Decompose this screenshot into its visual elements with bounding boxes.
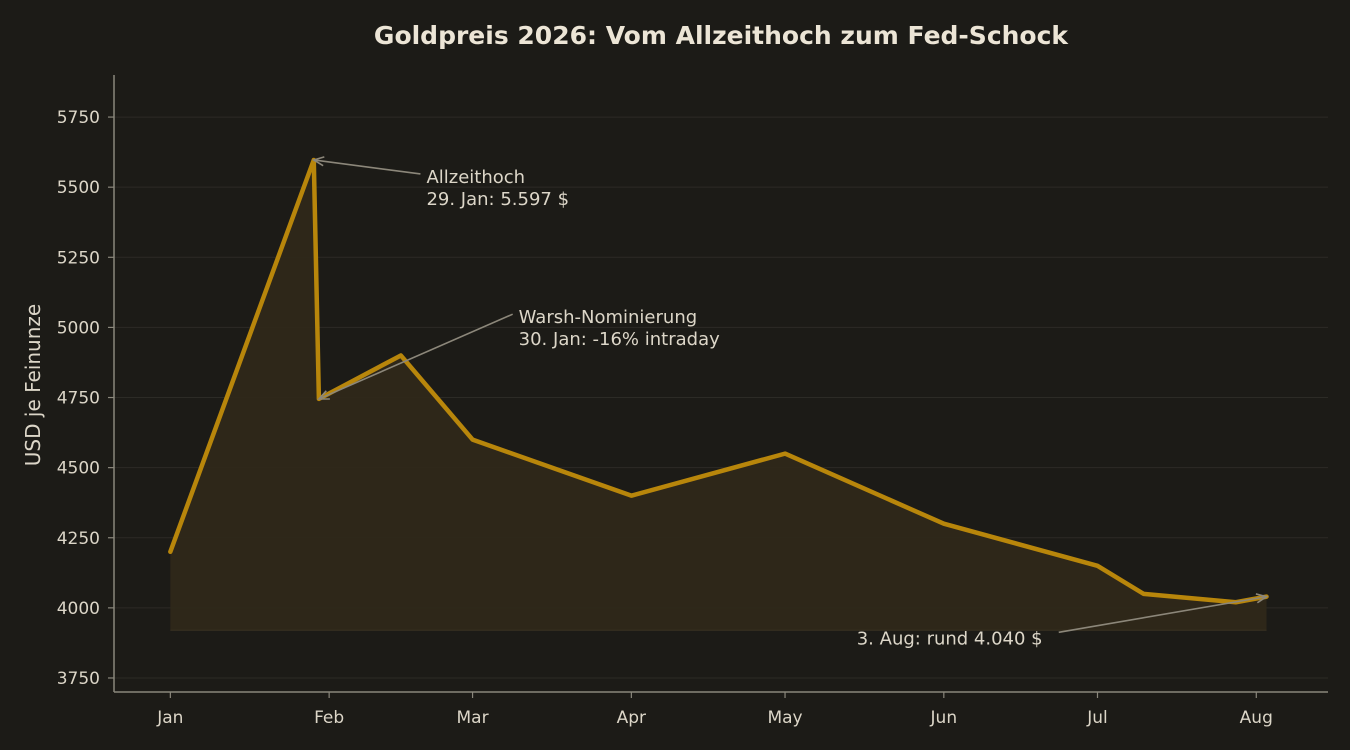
annotation-line: 3. Aug: rund 4.040 $ xyxy=(857,628,1043,649)
annotation-line: 30. Jan: -16% intraday xyxy=(519,329,720,350)
annotations-layer: Allzeithoch 29. Jan: 5.597 $ Warsh-Nominie… xyxy=(311,156,1269,649)
annotation-line: Allzeithoch xyxy=(426,167,525,188)
axes-layer: 3750 4000 4250 4500 4750 5000 5250 5500 5750 Jan F… xyxy=(57,75,1328,728)
annotation-arrow xyxy=(318,313,513,400)
annotation-arrowhead xyxy=(317,390,330,400)
y-axis-label: USD je Feinunze xyxy=(21,304,45,466)
y-tick-label: 5000 xyxy=(57,318,100,338)
x-tick-label: Jul xyxy=(1086,708,1108,728)
line-layer xyxy=(168,157,1269,605)
x-tick-label: Aug xyxy=(1240,708,1273,728)
annotation-text: Allzeithoch 29. Jan: 5.597 $ xyxy=(426,167,569,210)
y-tick-label: 4000 xyxy=(57,599,100,619)
y-tick-label: 3750 xyxy=(57,669,100,689)
x-tick-label: May xyxy=(767,708,802,728)
price-line xyxy=(168,157,1269,605)
chart-title: Goldpreis 2026: Vom Allzeithoch zum Fed-… xyxy=(374,21,1070,50)
annotation-line: Warsh-Nominierung xyxy=(519,307,698,328)
area-layer xyxy=(170,159,1267,631)
annotation-arrowhead xyxy=(1255,593,1269,604)
y-tick-label: 5750 xyxy=(57,108,100,128)
annotation-line: 29. Jan: 5.597 $ xyxy=(426,189,569,210)
annotation-arrowhead xyxy=(311,156,325,167)
y-tick-label: 5250 xyxy=(57,248,100,268)
y-tick-label: 4500 xyxy=(57,459,100,479)
y-tick-label: 4750 xyxy=(57,389,100,409)
x-tick-label: Mar xyxy=(457,708,489,728)
y-tick-label: 4250 xyxy=(57,529,100,549)
series-area-fill xyxy=(170,159,1267,631)
y-tick-label: 5500 xyxy=(57,178,100,198)
annotation-arrow xyxy=(1058,595,1267,634)
x-tick-label: Apr xyxy=(617,708,646,728)
annotation-arrow xyxy=(313,159,421,175)
x-tick-label: Feb xyxy=(314,708,344,728)
x-tick-label: Jun xyxy=(930,708,958,728)
annotation-text: Warsh-Nominierung 30. Jan: -16% intraday xyxy=(519,307,720,350)
x-tick-label: Jan xyxy=(156,708,183,728)
annotation-text: 3. Aug: rund 4.040 $ xyxy=(857,628,1043,649)
